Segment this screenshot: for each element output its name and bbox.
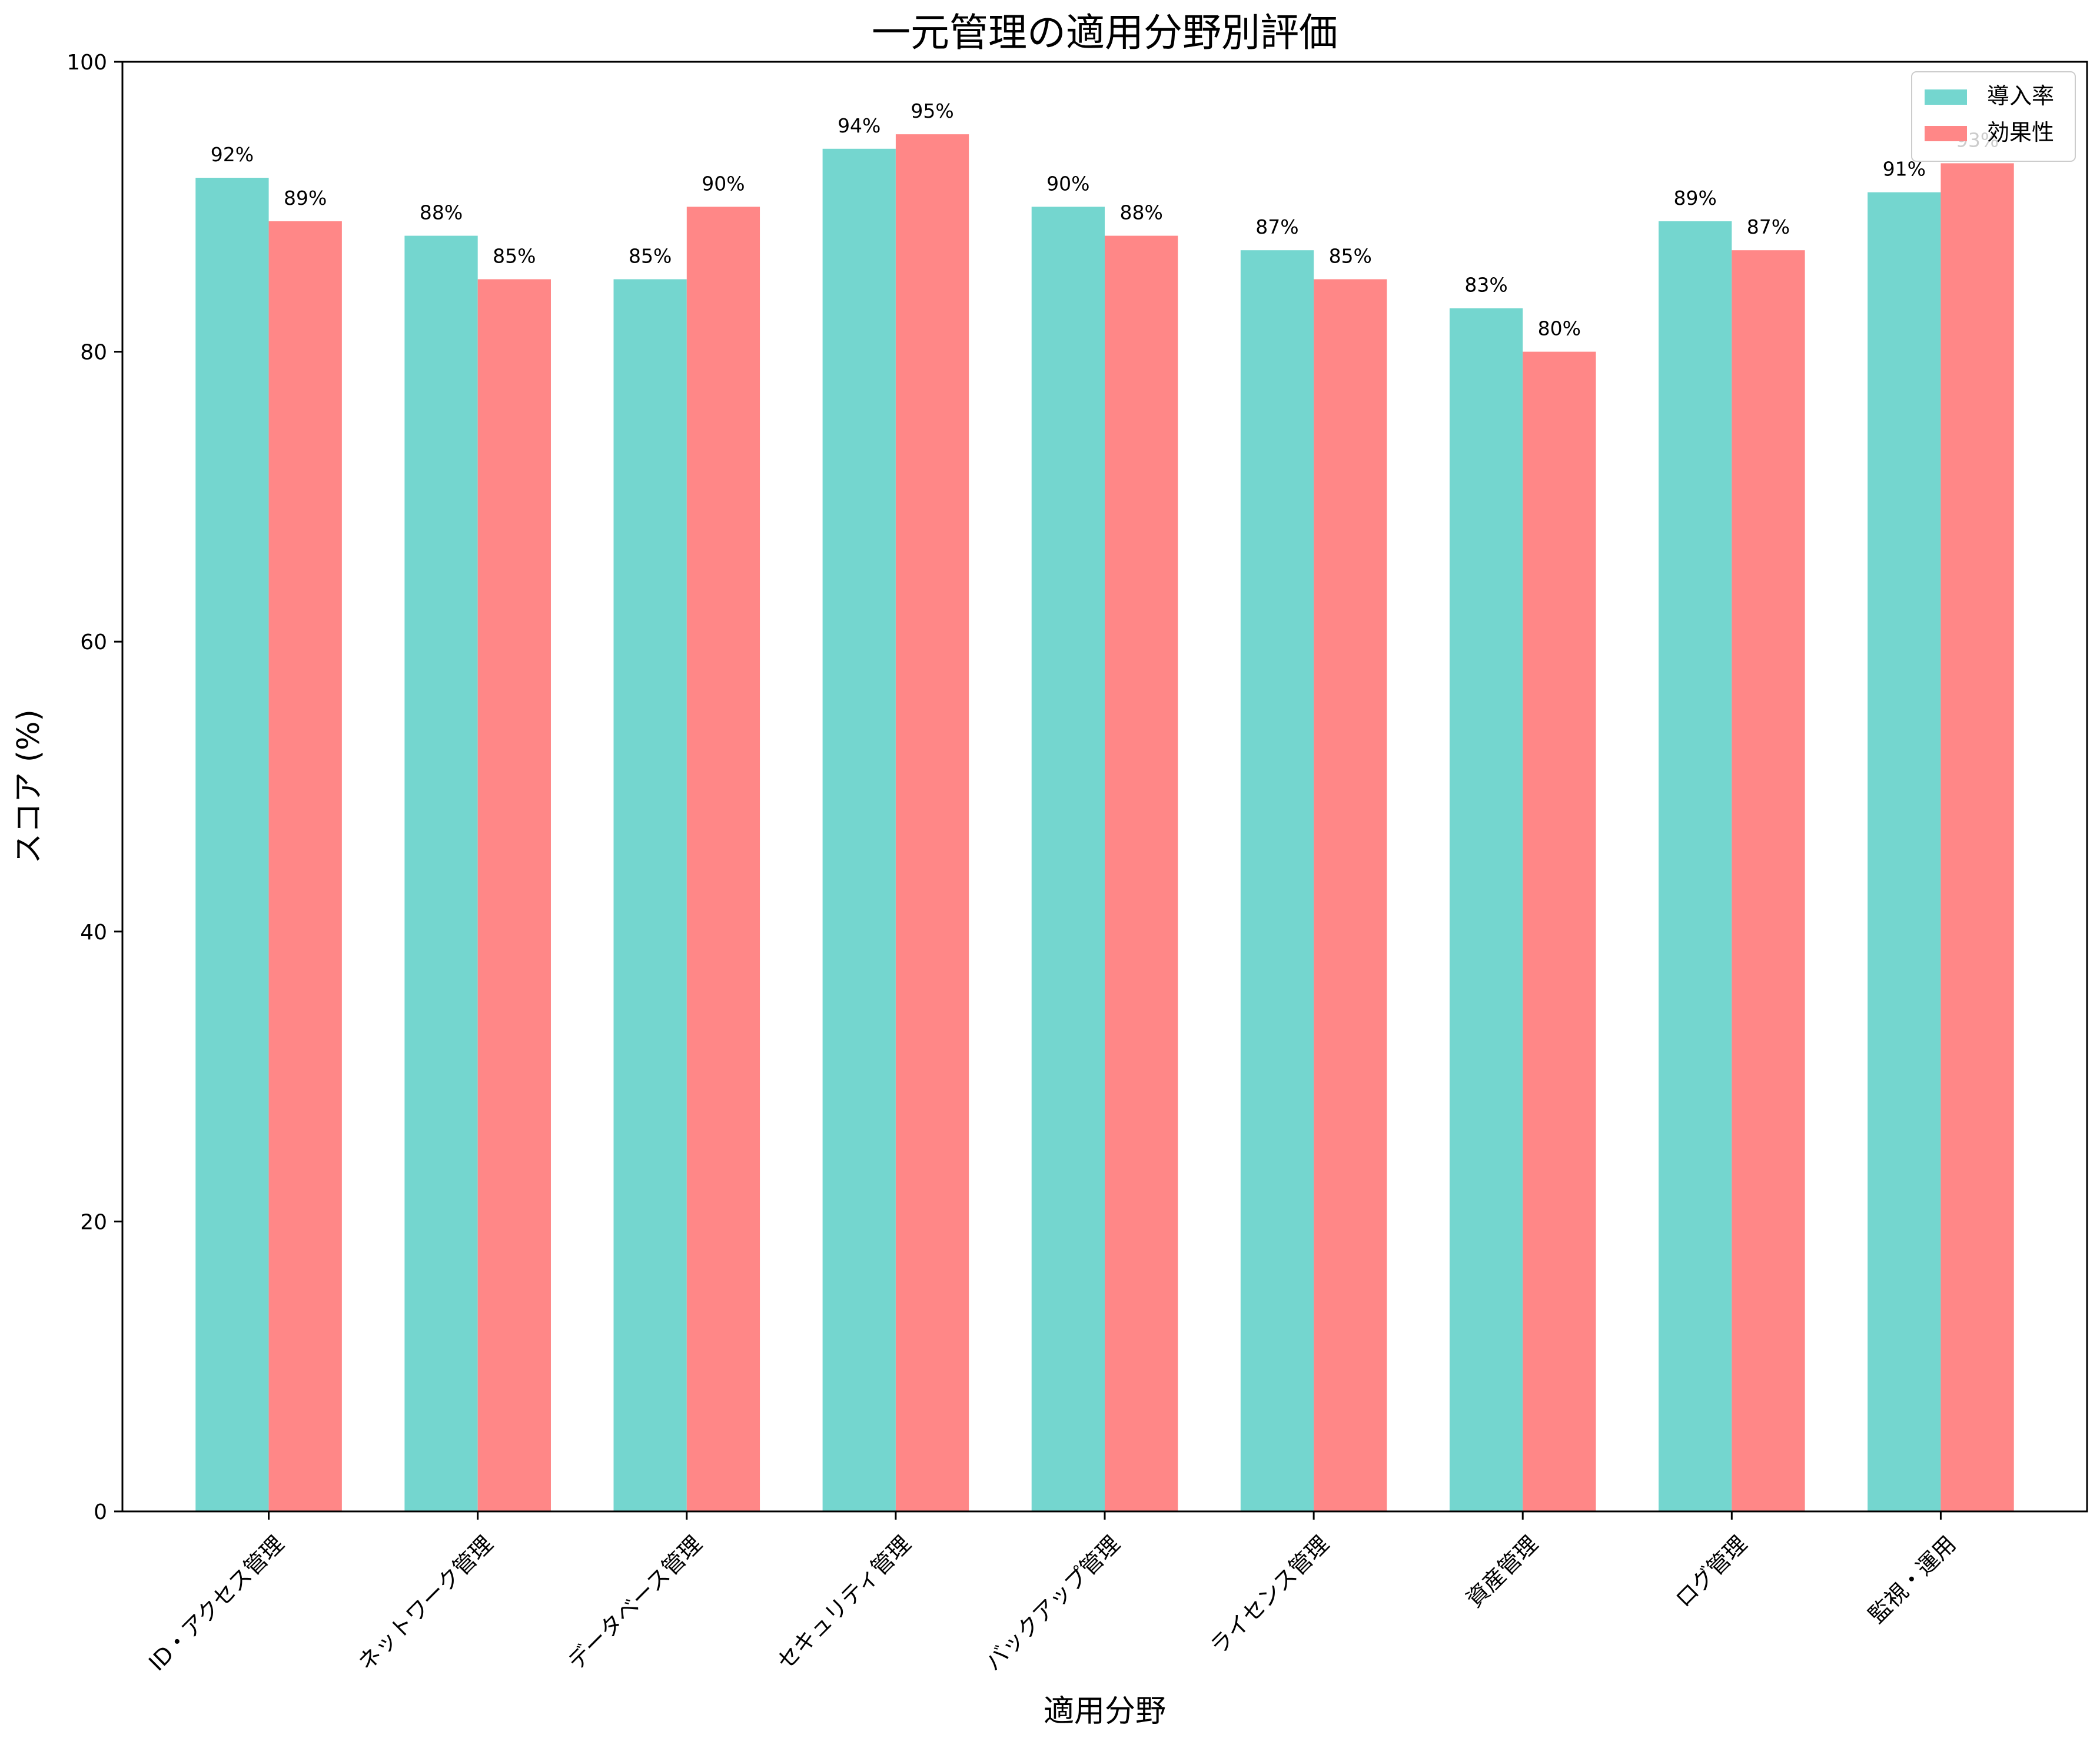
y-tick-label-2: 40	[80, 920, 107, 945]
data-label-adoption-6: 83%	[1464, 274, 1507, 297]
bar-effectiveness-7	[1732, 250, 1805, 1512]
x-tick-label-8: 監視・運用	[1863, 1531, 1961, 1628]
x-tick-label-6: 資産管理	[1461, 1531, 1543, 1613]
data-label-adoption-2: 85%	[629, 244, 672, 267]
x-axis: ID・アクセス管理 ネットワーク管理 データベース管理 セキュリティ管理 バックアップ管…	[144, 1511, 1961, 1676]
y-axis-title: スコア (%)	[11, 709, 46, 864]
data-label-adoption-7: 89%	[1673, 187, 1716, 210]
data-label-adoption-0: 92%	[211, 143, 254, 166]
bar-adoption-1	[404, 235, 478, 1511]
chart-title: 一元管理の適用分野別評価	[872, 10, 1338, 55]
data-label-adoption-4: 90%	[1046, 172, 1089, 195]
bar-adoption-5	[1240, 250, 1314, 1512]
x-tick-label-2: データベース管理	[563, 1531, 707, 1675]
y-tick-label-5: 100	[67, 51, 107, 75]
bar-adoption-3	[822, 148, 896, 1511]
bar-effectiveness-0	[268, 221, 342, 1512]
bars-group	[195, 134, 2014, 1512]
x-tick-label-1: ネットワーク管理	[353, 1531, 498, 1676]
bar-adoption-7	[1659, 221, 1732, 1512]
x-axis-title: 適用分野	[1044, 1694, 1166, 1729]
bar-adoption-4	[1031, 207, 1105, 1511]
legend-swatch-1	[1925, 126, 1967, 141]
y-tick-label-3: 60	[80, 630, 107, 654]
data-label-effectiveness-5: 85%	[1329, 244, 1372, 267]
y-axis: 0 20 40 60 80 100	[67, 51, 122, 1524]
bar-effectiveness-5	[1314, 279, 1387, 1512]
data-labels-group: 92%88%85%94%90%87%83%89%91%89%85%90%95%8…	[211, 99, 1999, 340]
bar-effectiveness-6	[1523, 351, 1596, 1511]
x-tick-label-3: セキュリティ管理	[772, 1531, 916, 1674]
bar-adoption-2	[613, 279, 687, 1512]
data-label-effectiveness-1: 85%	[493, 244, 536, 267]
bar-effectiveness-2	[686, 207, 760, 1511]
x-tick-label-7: ログ管理	[1670, 1531, 1752, 1613]
y-tick-label-0: 0	[94, 1500, 107, 1524]
bar-effectiveness-8	[1940, 163, 2014, 1512]
data-label-effectiveness-7: 87%	[1747, 215, 1790, 238]
x-tick-label-0: ID・アクセス管理	[144, 1531, 288, 1676]
data-label-effectiveness-3: 95%	[911, 99, 953, 122]
bar-adoption-8	[1868, 192, 1941, 1512]
legend-label-0: 導入率	[1987, 83, 2054, 109]
data-label-effectiveness-0: 89%	[284, 187, 327, 210]
x-tick-label-4: バックアップ管理	[980, 1531, 1125, 1676]
y-tick-label-4: 80	[80, 341, 107, 365]
bar-effectiveness-3	[895, 134, 969, 1512]
data-label-adoption-1: 88%	[420, 201, 463, 224]
bar-adoption-0	[195, 178, 269, 1511]
bar-adoption-6	[1449, 308, 1523, 1512]
data-label-adoption-3: 94%	[838, 114, 880, 137]
y-tick-label-1: 20	[80, 1210, 107, 1234]
data-label-adoption-5: 87%	[1255, 215, 1298, 238]
x-tick-label-5: ライセンス管理	[1205, 1531, 1334, 1660]
data-label-effectiveness-6: 80%	[1538, 317, 1581, 340]
legend-swatch-0	[1925, 89, 1967, 105]
bar-effectiveness-4	[1105, 235, 1178, 1511]
data-label-effectiveness-4: 88%	[1119, 201, 1162, 224]
data-label-effectiveness-2: 90%	[702, 172, 745, 195]
bar-effectiveness-1	[477, 279, 551, 1512]
legend-label-1: 効果性	[1987, 119, 2054, 145]
